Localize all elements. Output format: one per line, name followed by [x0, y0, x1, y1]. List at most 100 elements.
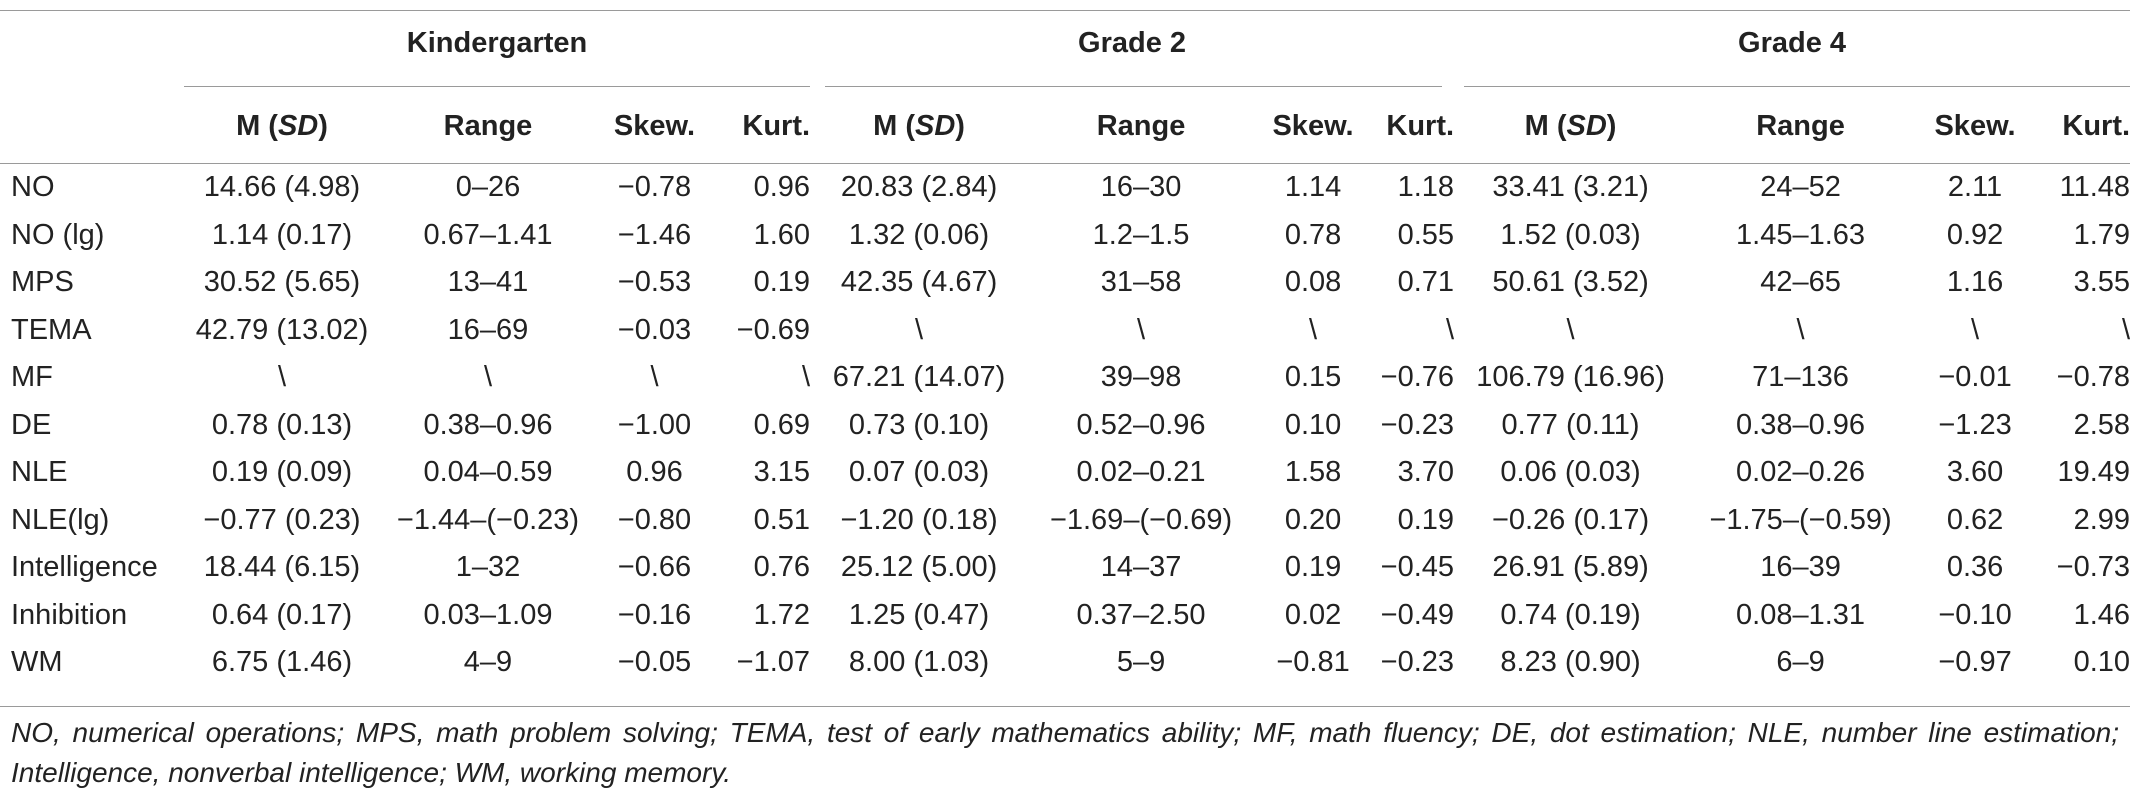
table-row: MPS 30.52 (5.65) 13–41 −0.53 0.19 42.35 (4.67…: [0, 259, 2130, 307]
table-body: NO 14.66 (4.98) 0–26 −0.78 0.96 20.83 (2.84) 1…: [0, 164, 2130, 687]
table-cell: 3.70: [1397, 456, 1455, 488]
col-header-mean-sd: M (SD): [873, 110, 965, 142]
table-cell: \: [915, 313, 924, 346]
table-cell: 1.45–1.63: [1736, 218, 1866, 251]
table-cell: 1.58: [1284, 456, 1342, 488]
table-cell: 0.96: [753, 171, 811, 203]
table-cell: 0.71: [1397, 266, 1455, 298]
table-cell: 13–41: [447, 266, 529, 298]
row-label: Intelligence: [11, 551, 158, 583]
descriptive-statistics-table: Kindergarten Grade 2 Grade 4 M (SD) Rang…: [0, 27, 2130, 687]
table-cell: 0.10: [2073, 646, 2130, 678]
table-cell: 16–39: [1760, 551, 1841, 583]
table-cell: 1.32 (0.06): [848, 218, 990, 251]
table-cell: −0.97: [1938, 646, 2012, 678]
table-cell: 0.36: [1946, 551, 2004, 583]
table-cell: 50.61 (3.52): [1492, 266, 1649, 298]
table-cell: 0.64 (0.17): [211, 598, 353, 631]
table-cell: 0.20: [1284, 503, 1342, 536]
table-row: Inhibition 0.64 (0.17) 0.03–1.09 −0.16 1.72 1…: [0, 592, 2130, 640]
table-cell: 33.41 (3.21): [1492, 171, 1649, 203]
table-cell: −0.78: [2056, 361, 2130, 393]
table-cell: −1.07: [736, 646, 811, 678]
table-cell: −0.23: [1380, 646, 1455, 678]
col-header-skew: Skew.: [1934, 110, 2016, 142]
table-cell: −1.44–(−0.23): [396, 503, 580, 536]
table-cell: 0.02: [1284, 598, 1342, 631]
row-label: NLE(lg): [11, 503, 110, 536]
table-cell: 6–9: [1776, 646, 1825, 678]
col-header-skew: Skew.: [613, 110, 696, 142]
table-cell: 1.46: [2073, 598, 2130, 631]
table-cell: −0.73: [2056, 551, 2130, 583]
table-cell: \: [1137, 313, 1146, 346]
row-label: DE: [11, 408, 52, 441]
table-cell: −0.81: [1276, 646, 1350, 678]
table-cell: 0.37–2.50: [1076, 598, 1206, 631]
table-row: NO 14.66 (4.98) 0–26 −0.78 0.96 20.83 (2.84) 1…: [0, 164, 2130, 212]
group-header-grade-4: Grade 4: [1738, 27, 1847, 59]
group-header-kindergarten: Kindergarten: [406, 27, 588, 59]
table-cell: 8.00 (1.03): [848, 646, 990, 678]
top-rule: [0, 10, 2130, 11]
row-label: MPS: [11, 266, 74, 298]
table-footnote: NO, numerical operations; MPS, math prob…: [11, 717, 2119, 788]
table-cell: 71–136: [1752, 361, 1849, 393]
table-cell: 0.08: [1284, 266, 1342, 298]
table-cell: 0.55: [1397, 218, 1455, 251]
table-cell: 1.16: [1946, 266, 2004, 298]
table-cell: 0.96: [626, 456, 683, 488]
table-row: DE 0.78 (0.13) 0.38–0.96 −1.00 0.69 0.73 (0.1…: [0, 402, 2130, 450]
table-cell: 2.11: [1947, 171, 2003, 203]
table-cell: 1.18: [1397, 171, 1455, 203]
table-cell: 0.77 (0.11): [1501, 408, 1640, 441]
table-cell: 4–9: [463, 646, 513, 678]
group-header-grade-2: Grade 2: [1078, 27, 1187, 59]
table-cell: −0.45: [1380, 551, 1455, 583]
table-cell: 0.92: [1946, 218, 2004, 251]
row-label: Inhibition: [11, 598, 128, 631]
table-row: WM 6.75 (1.46) 4–9 −0.05 −1.07 8.00 (1.03) 5–9…: [0, 639, 2130, 687]
corner-cell-sub: [0, 86, 184, 166]
table-cell: 0.03–1.09: [423, 598, 553, 631]
table-cell: −0.10: [1938, 598, 2012, 631]
table-cell: 0.19: [1397, 503, 1455, 536]
col-header-range: Range: [1096, 110, 1186, 142]
table-row: MF \ \ \ \ 67.21 (14.07) 39–98 0.15 −0.76 106.79 …: [0, 354, 2130, 402]
table-cell: −0.80: [617, 503, 692, 536]
row-label: NO: [11, 171, 55, 203]
col-header-kurt: Kurt.: [1386, 110, 1455, 142]
table-row: Intelligence 18.44 (6.15) 1–32 −0.66 0.76 25.…: [0, 544, 2130, 592]
table-cell: 1.52 (0.03): [1500, 218, 1641, 251]
table-cell: \: [277, 361, 287, 393]
table-cell: 0.19: [1284, 551, 1342, 583]
table-cell: 0.69: [753, 408, 811, 441]
table-cell: −0.77 (0.23): [203, 503, 361, 536]
table-cell: 19.49: [2057, 456, 2130, 488]
table-cell: 0.04–0.59: [423, 456, 553, 488]
table-cell: 1.72: [753, 598, 811, 631]
table-cell: 0.07 (0.03): [848, 456, 990, 488]
table-cell: 0.10: [1284, 408, 1342, 441]
table-cell: 30.52 (5.65): [203, 266, 361, 298]
table-cell: 14.66 (4.98): [203, 171, 361, 203]
table-cell: \: [801, 361, 811, 393]
table-cell: −0.01: [1938, 361, 2012, 393]
table-cell: 6.75 (1.46): [211, 646, 353, 678]
table-cell: 26.91 (5.89): [1492, 551, 1649, 583]
table-cell: 2.99: [2073, 503, 2130, 536]
table-cell: \: [1971, 313, 1980, 346]
table-cell: −0.05: [617, 646, 692, 678]
table-cell: 0.08–1.31: [1736, 598, 1866, 631]
table-cell: 5–9: [1116, 646, 1166, 678]
table-row: NLE(lg) −0.77 (0.23) −1.44–(−0.23) −0.80 0.5…: [0, 497, 2130, 545]
col-header-kurt: Kurt.: [2062, 110, 2130, 142]
table-cell: \: [1445, 313, 1455, 346]
table-cell: 8.23 (0.90): [1500, 646, 1641, 678]
table-cell: 1.14 (0.17): [211, 218, 353, 251]
group-rule-grade-2: [825, 86, 1442, 87]
table-cell: 42.35 (4.67): [840, 266, 998, 298]
table-cell: 0.38–0.96: [423, 408, 553, 441]
table-cell: −1.75–(−0.59): [1709, 503, 1892, 536]
